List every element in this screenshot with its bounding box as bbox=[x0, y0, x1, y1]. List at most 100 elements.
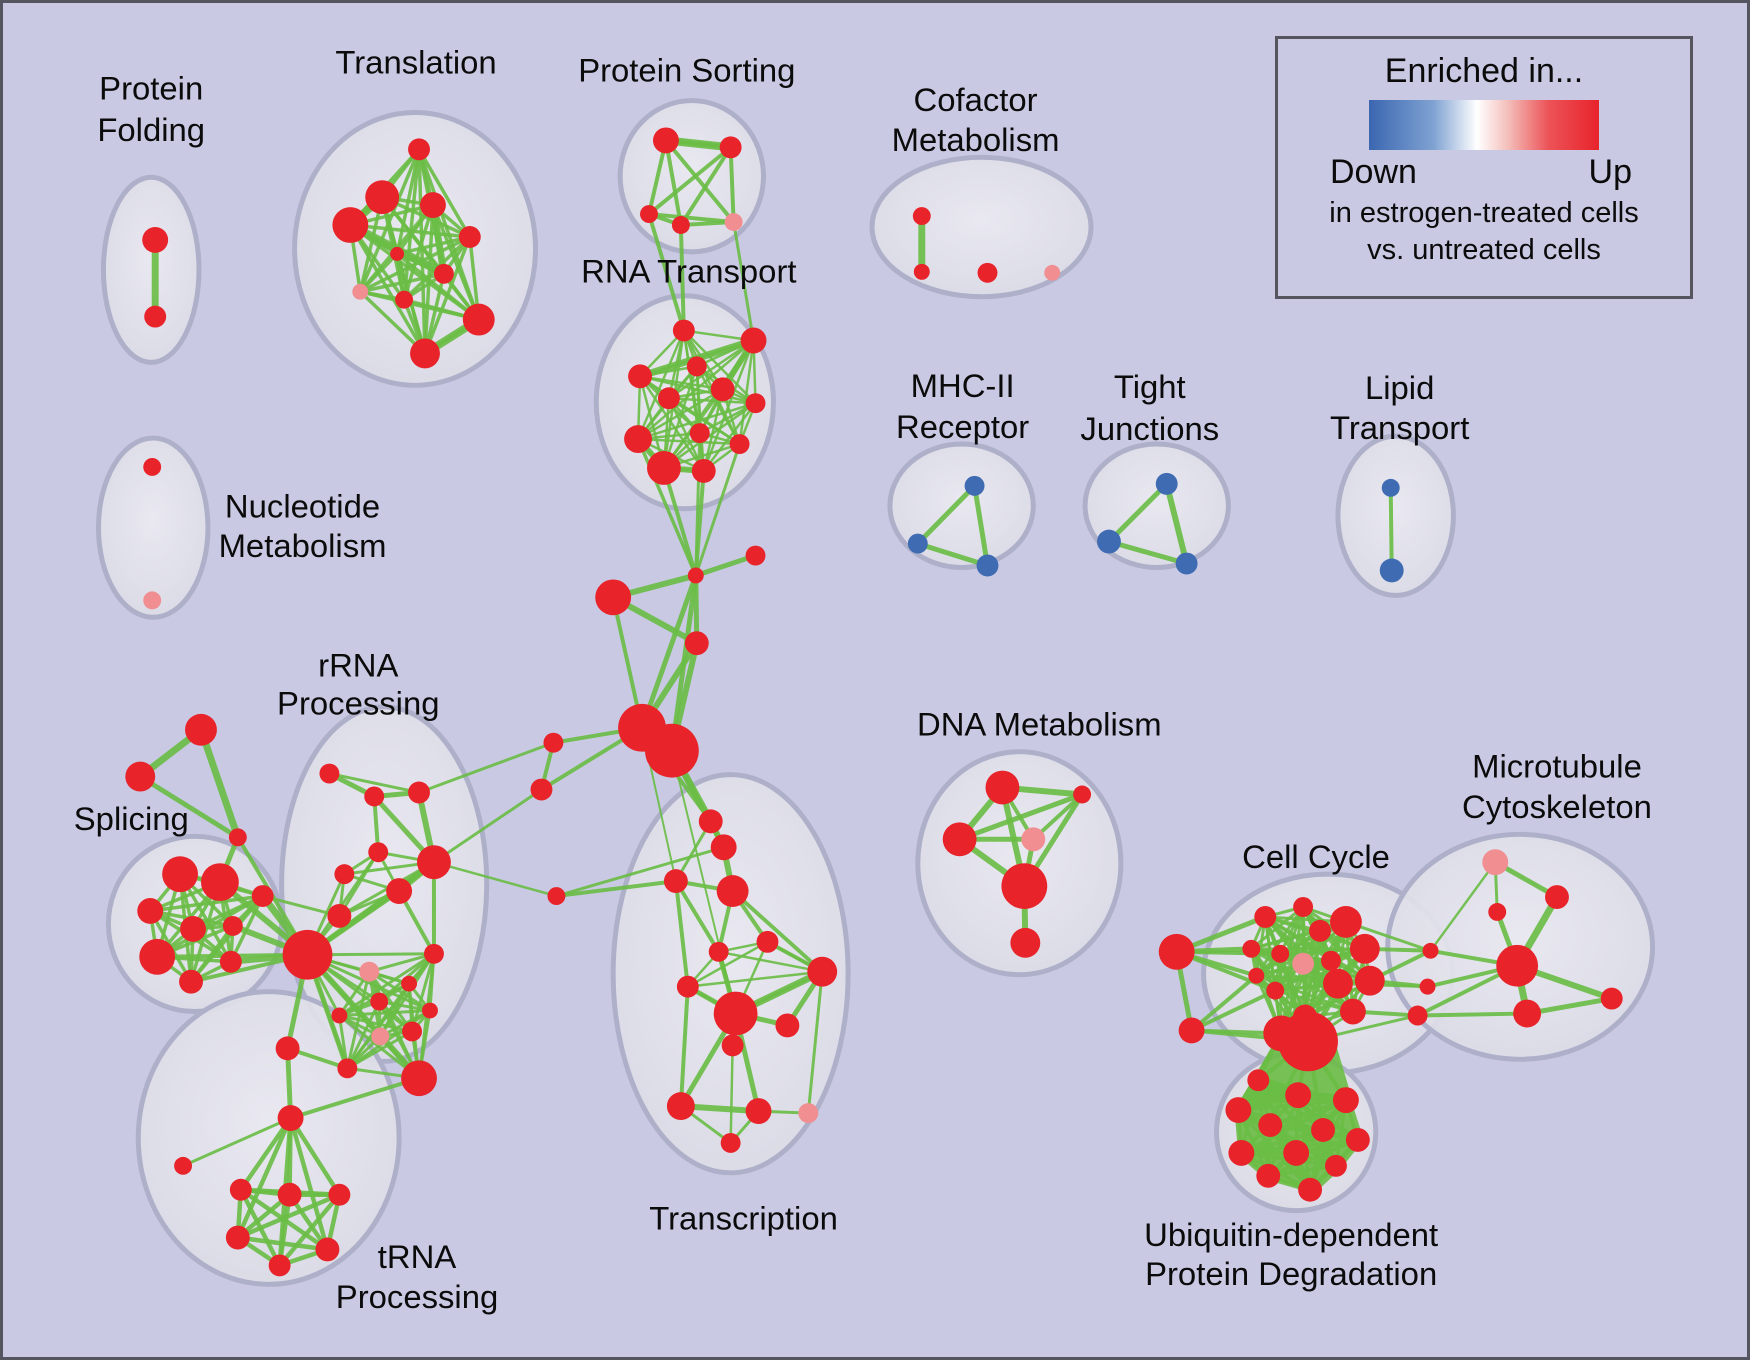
node-ch3[interactable] bbox=[595, 579, 632, 616]
node-x6[interactable] bbox=[756, 930, 779, 953]
node-h2[interactable] bbox=[277, 1182, 302, 1207]
node-H[interactable] bbox=[282, 929, 333, 980]
node-d4[interactable] bbox=[1021, 827, 1046, 852]
node-mt3[interactable] bbox=[1488, 903, 1507, 921]
node-u8[interactable] bbox=[1228, 1139, 1255, 1166]
node-u12[interactable] bbox=[1298, 1177, 1323, 1202]
node-ti[interactable] bbox=[174, 1156, 193, 1175]
node-sp7[interactable] bbox=[139, 938, 176, 975]
node-rt7[interactable] bbox=[745, 393, 766, 414]
node-u11[interactable] bbox=[1256, 1163, 1281, 1188]
node-u10[interactable] bbox=[1325, 1154, 1347, 1177]
node-r15[interactable] bbox=[371, 1027, 390, 1046]
node-ps5[interactable] bbox=[724, 213, 743, 231]
node-rt6[interactable] bbox=[710, 377, 735, 402]
node-x4[interactable] bbox=[716, 875, 749, 907]
node-x11[interactable] bbox=[721, 1034, 744, 1057]
node-b2[interactable] bbox=[645, 723, 699, 778]
node-r3[interactable] bbox=[408, 781, 430, 804]
node-p2[interactable] bbox=[125, 761, 156, 792]
node-bl1[interactable] bbox=[1422, 942, 1439, 959]
node-pf1[interactable] bbox=[142, 227, 169, 253]
node-t2[interactable] bbox=[365, 180, 400, 215]
node-u4[interactable] bbox=[1225, 1097, 1252, 1124]
node-r2[interactable] bbox=[364, 786, 385, 807]
node-u5[interactable] bbox=[1258, 1113, 1283, 1137]
node-nu2[interactable] bbox=[143, 591, 162, 610]
node-ch4[interactable] bbox=[684, 631, 709, 656]
node-mt2[interactable] bbox=[1545, 885, 1569, 909]
node-h1[interactable] bbox=[229, 1178, 252, 1201]
node-sp4[interactable] bbox=[137, 898, 164, 924]
node-tj3[interactable] bbox=[1175, 552, 1198, 575]
node-tj1[interactable] bbox=[1155, 472, 1178, 495]
node-t1[interactable] bbox=[408, 138, 430, 161]
node-sp3[interactable] bbox=[251, 885, 274, 907]
node-p1[interactable] bbox=[185, 713, 217, 746]
node-hub2[interactable] bbox=[713, 991, 758, 1036]
node-d3[interactable] bbox=[942, 822, 977, 857]
node-d6[interactable] bbox=[1010, 927, 1041, 958]
node-cc1[interactable] bbox=[1178, 1017, 1205, 1044]
node-t9[interactable] bbox=[395, 290, 414, 309]
node-x2[interactable] bbox=[710, 834, 737, 861]
node-mt5[interactable] bbox=[1513, 999, 1542, 1028]
node-ps3[interactable] bbox=[640, 205, 658, 224]
node-r17[interactable] bbox=[401, 1060, 437, 1097]
node-lt2[interactable] bbox=[1379, 558, 1404, 583]
node-cc4[interactable] bbox=[1329, 905, 1362, 938]
node-rt12[interactable] bbox=[691, 458, 716, 483]
node-x8[interactable] bbox=[676, 975, 699, 998]
node-r10[interactable] bbox=[423, 943, 444, 964]
node-u6[interactable] bbox=[1311, 1118, 1335, 1142]
node-cf1[interactable] bbox=[912, 207, 931, 226]
node-h5[interactable] bbox=[315, 1237, 340, 1262]
node-r1[interactable] bbox=[319, 763, 340, 784]
node-ps1[interactable] bbox=[652, 127, 679, 154]
node-cf4[interactable] bbox=[1044, 264, 1061, 281]
node-mt6[interactable] bbox=[1600, 987, 1623, 1010]
node-nu1[interactable] bbox=[143, 457, 162, 476]
node-lt1[interactable] bbox=[1381, 478, 1400, 497]
node-r4[interactable] bbox=[368, 842, 389, 863]
node-th[interactable] bbox=[277, 1105, 304, 1132]
node-r9[interactable] bbox=[359, 961, 380, 982]
node-cf3[interactable] bbox=[977, 262, 998, 283]
node-d1[interactable] bbox=[985, 770, 1020, 805]
node-bl3[interactable] bbox=[1407, 1005, 1428, 1026]
node-cc7[interactable] bbox=[1309, 919, 1331, 942]
node-rt3[interactable] bbox=[686, 356, 707, 377]
node-r14[interactable] bbox=[402, 1021, 423, 1042]
node-x9[interactable] bbox=[807, 956, 838, 987]
node-sp9[interactable] bbox=[219, 950, 242, 973]
node-r8[interactable] bbox=[327, 904, 352, 928]
node-cc8[interactable] bbox=[1349, 933, 1380, 964]
node-r12[interactable] bbox=[370, 992, 389, 1011]
node-x3[interactable] bbox=[663, 869, 688, 894]
node-d2[interactable] bbox=[1073, 785, 1092, 804]
node-tj2[interactable] bbox=[1097, 529, 1121, 554]
node-cc2[interactable] bbox=[1254, 905, 1277, 928]
node-cc6[interactable] bbox=[1271, 944, 1290, 963]
node-x10[interactable] bbox=[775, 1013, 800, 1038]
node-t6[interactable] bbox=[390, 246, 405, 261]
node-r18[interactable] bbox=[331, 1007, 348, 1024]
node-mh2[interactable] bbox=[907, 533, 928, 554]
node-t8[interactable] bbox=[352, 283, 369, 300]
node-rt1[interactable] bbox=[672, 319, 695, 342]
node-sp8[interactable] bbox=[179, 969, 203, 994]
node-t4[interactable] bbox=[332, 207, 369, 243]
node-s1[interactable] bbox=[543, 732, 564, 753]
node-sp5[interactable] bbox=[180, 915, 206, 942]
node-cc3[interactable] bbox=[1293, 897, 1314, 917]
node-pf2[interactable] bbox=[144, 305, 167, 328]
node-u9[interactable] bbox=[1283, 1139, 1310, 1166]
node-p3[interactable] bbox=[228, 828, 247, 847]
node-bl2[interactable] bbox=[1419, 978, 1436, 995]
node-t10[interactable] bbox=[462, 303, 495, 336]
node-r7[interactable] bbox=[386, 878, 413, 905]
node-x12[interactable] bbox=[666, 1092, 695, 1121]
node-ps4[interactable] bbox=[671, 216, 690, 234]
node-cc10[interactable] bbox=[1248, 967, 1265, 984]
node-cc16[interactable] bbox=[1339, 998, 1366, 1025]
